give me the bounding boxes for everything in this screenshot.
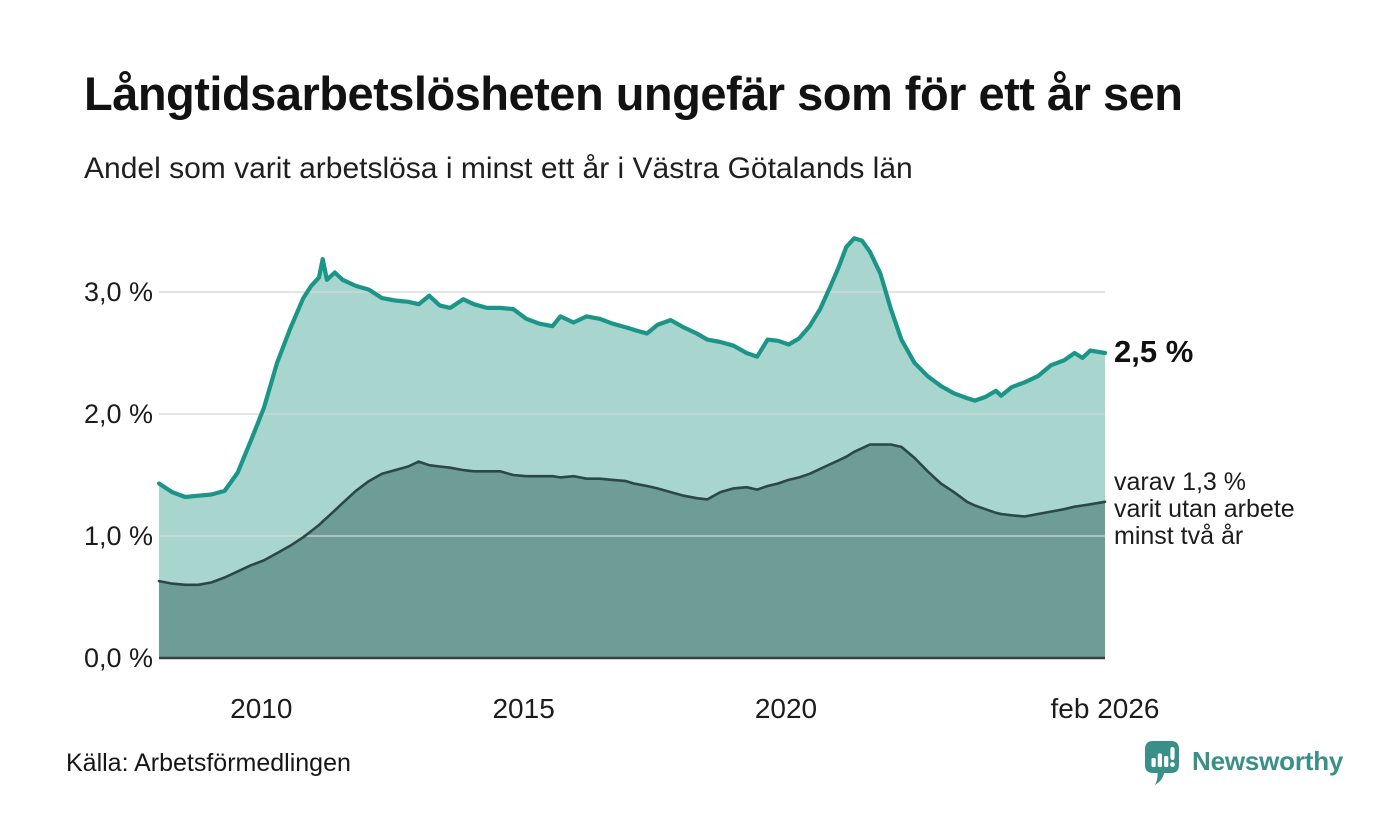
- x-axis-label: 2015: [492, 693, 555, 724]
- y-axis-label: 1,0 %: [83, 521, 153, 551]
- x-axis-label: feb 2026: [1050, 693, 1160, 724]
- latest-value-label: 2,5 %: [1114, 334, 1194, 369]
- newsworthy-brand: Newsworthy: [1144, 740, 1343, 790]
- two-year-annotation-line: minst två år: [1114, 522, 1244, 550]
- x-axis-label: 2020: [754, 693, 818, 724]
- page-subtitle: Andel som varit arbetslösa i minst ett å…: [84, 152, 913, 185]
- y-axis-label: 0,0 %: [83, 643, 153, 673]
- page-title: Långtidsarbetslösheten ungefär som för e…: [84, 67, 1183, 120]
- two-year-annotation-line: varav 1,3 %: [1114, 468, 1247, 496]
- y-axis-label: 3,0 %: [83, 277, 153, 307]
- two-year-annotation-line: varit utan arbete: [1114, 495, 1295, 523]
- x-axis-label: 2010: [230, 693, 293, 724]
- two-year-annotation: varav 1,3 % varit utan arbete minst två …: [1114, 469, 1295, 550]
- y-axis-label: 2,0 %: [83, 399, 153, 429]
- newsworthy-wordmark: Newsworthy: [1192, 746, 1344, 776]
- newsworthy-logo-icon: [1145, 741, 1179, 785]
- source-note: Källa: Arbetsförmedlingen: [66, 749, 351, 777]
